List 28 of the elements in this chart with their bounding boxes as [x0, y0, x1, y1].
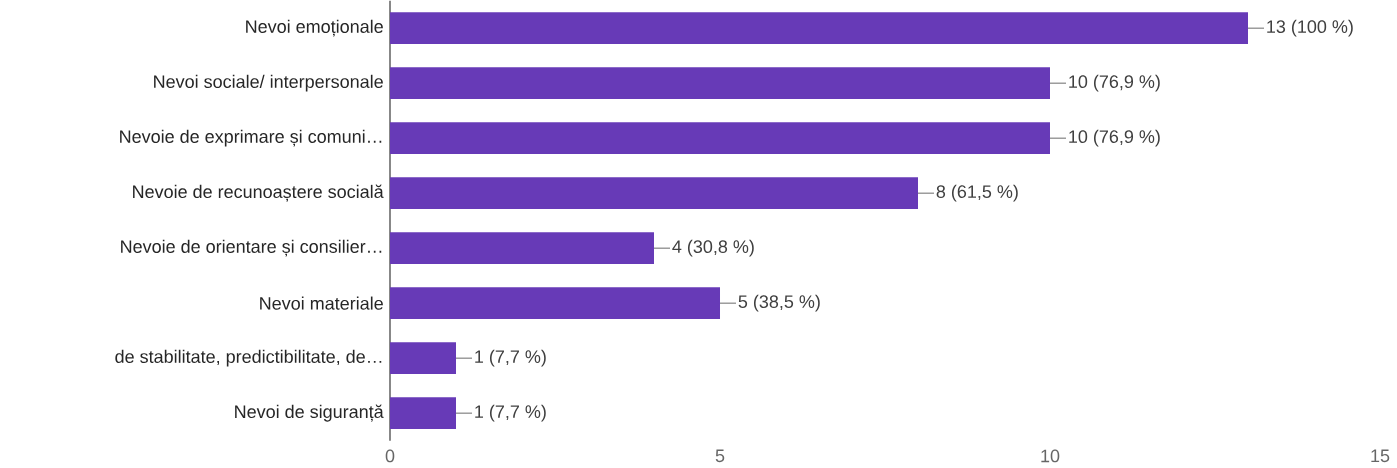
y-tick-label: Nevoi sociale/ interpersonale: [154, 74, 383, 92]
y-tick-label: Nevoi emoționale: [246, 19, 383, 37]
data-label: 10 (76,9 %): [1069, 74, 1160, 92]
x-tick-label: 10: [1041, 449, 1060, 463]
data-label: 10 (76,9 %): [1069, 129, 1160, 147]
data-label: 5 (38,5 %): [738, 294, 820, 312]
data-label: 13 (100 %): [1267, 19, 1353, 37]
bar: [390, 122, 1050, 154]
y-tick-label: Nevoi materiale: [260, 296, 383, 310]
y-tick-label: Nevoie de recunoaștere socială: [133, 184, 384, 202]
x-tick-label: 5: [715, 449, 725, 462]
data-label: 1 (7,7 %): [475, 349, 546, 367]
data-label: 1 (7,7 %): [475, 404, 546, 422]
y-tick-label: Nevoie de orientare și consilier…: [121, 239, 382, 257]
bar: [390, 12, 1248, 44]
y-tick-label: de stabilitate, predictibilitate, de…: [115, 349, 382, 367]
y-tick-label: Nevoi de siguranță: [235, 404, 384, 422]
bar: [390, 177, 918, 209]
y-tick-label: Nevoie de exprimare și comuni…: [120, 129, 382, 147]
bar: [390, 342, 456, 374]
bar: [390, 397, 456, 429]
bar: [390, 232, 654, 264]
x-tick-label: 0: [385, 449, 395, 463]
data-label: 4 (30,8 %): [672, 239, 754, 257]
x-tick-label: 15: [1371, 449, 1390, 462]
bar: [390, 67, 1050, 99]
bar: [390, 287, 720, 319]
data-label: 8 (61,5 %): [936, 184, 1018, 202]
